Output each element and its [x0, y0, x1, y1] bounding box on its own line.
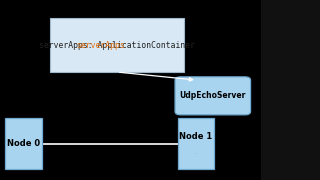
FancyBboxPatch shape	[175, 77, 251, 115]
Text: UdpEchoServer: UdpEchoServer	[180, 91, 246, 100]
FancyBboxPatch shape	[178, 118, 214, 169]
FancyBboxPatch shape	[50, 18, 184, 72]
Text: serverApps: ApplicationContainer: serverApps: ApplicationContainer	[39, 40, 195, 50]
FancyBboxPatch shape	[5, 118, 42, 169]
Bar	[261, 0, 320, 180]
Text: serverApps: serverApps	[76, 40, 125, 50]
Text: Node 1: Node 1	[180, 132, 212, 141]
Text: Node 0: Node 0	[7, 139, 40, 148]
Text: ..: ..	[194, 150, 198, 155]
